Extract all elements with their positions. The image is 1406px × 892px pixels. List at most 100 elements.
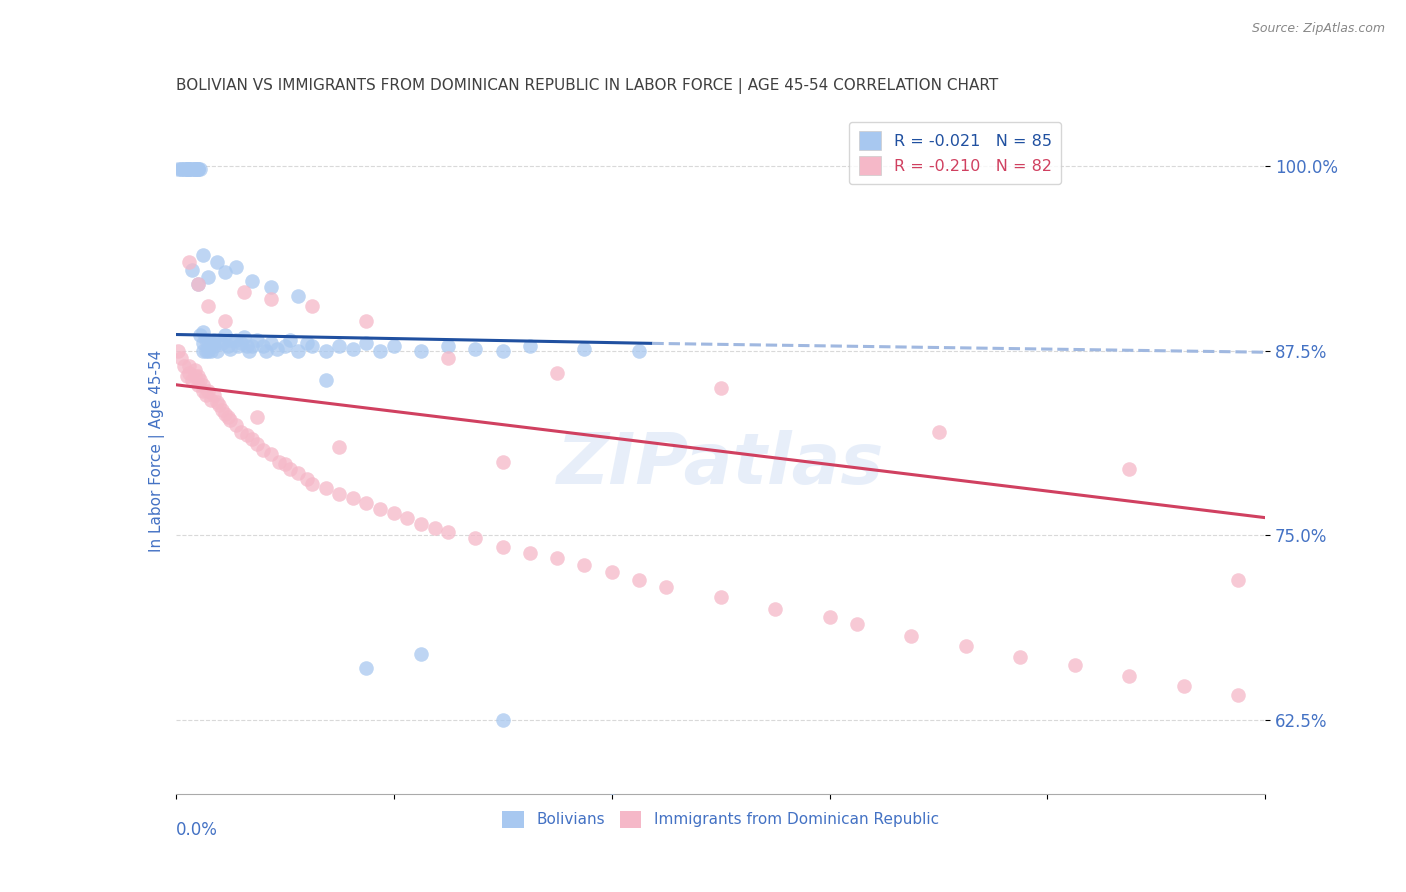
Point [464,343,486,357]
Point [409,516,432,531]
Point [176,368,198,383]
Point [176,162,198,177]
Point [287,467,309,481]
Point [225,417,247,432]
Point [238,343,260,358]
Point [396,510,419,524]
Point [184,363,207,377]
Point [274,458,297,472]
Point [600,794,623,808]
Point [368,343,391,358]
Point [955,639,977,653]
Point [492,540,515,554]
Point [186,162,209,177]
Point [240,274,263,288]
Point [219,334,242,348]
Point [437,351,460,366]
Point [232,330,254,344]
Point [423,521,446,535]
Point [231,336,253,351]
Legend: Bolivians, Immigrants from Dominican Republic: Bolivians, Immigrants from Dominican Rep… [496,805,945,834]
Point [519,546,541,560]
Point [627,343,650,358]
Point [179,162,201,177]
Point [818,609,841,624]
Point [219,413,242,427]
Point [173,162,195,177]
Point [202,334,225,348]
Point [188,327,211,342]
Text: 0.0%: 0.0% [176,822,218,839]
Point [197,269,219,284]
Point [188,373,211,387]
Point [574,343,596,357]
Point [627,573,650,587]
Point [217,410,239,425]
Point [179,359,201,373]
Point [574,558,596,572]
Point [356,496,378,510]
Point [1063,658,1085,673]
Point [219,343,242,357]
Point [546,366,568,380]
Point [1173,679,1195,693]
Point [464,532,486,546]
Point [197,334,219,348]
Point [186,277,209,292]
Point [181,162,204,177]
Point [194,343,217,358]
Point [181,262,204,277]
Point [342,343,364,357]
Point [191,325,214,339]
Point [315,481,337,495]
Point [260,336,283,351]
Point [186,277,209,292]
Point [710,381,733,395]
Point [191,377,214,392]
Point [356,661,378,675]
Point [287,289,309,303]
Point [1118,462,1140,476]
Point [342,491,364,506]
Point [710,591,733,605]
Point [1010,649,1032,664]
Point [200,343,222,358]
Point [763,602,786,616]
Point [225,334,247,348]
Point [900,629,922,643]
Point [214,265,236,279]
Point [179,162,201,177]
Point [211,402,233,417]
Text: BOLIVIAN VS IMMIGRANTS FROM DOMINICAN REPUBLIC IN LABOR FORCE | AGE 45-54 CORREL: BOLIVIAN VS IMMIGRANTS FROM DOMINICAN RE… [176,78,998,95]
Point [278,462,301,476]
Point [179,255,201,269]
Point [409,343,432,358]
Point [655,580,678,594]
Point [184,368,207,383]
Point [278,334,301,348]
Point [173,359,195,373]
Y-axis label: In Labor Force | Age 45-54: In Labor Force | Age 45-54 [149,350,165,551]
Point [170,162,193,177]
Text: Source: ZipAtlas.com: Source: ZipAtlas.com [1251,22,1385,36]
Point [191,343,214,358]
Point [228,339,250,353]
Point [235,339,257,353]
Point [186,368,209,383]
Point [274,339,297,353]
Point [186,162,209,177]
Text: ZIPatlas: ZIPatlas [557,430,884,499]
Point [845,617,868,632]
Point [382,506,405,520]
Point [266,343,288,357]
Point [170,162,193,177]
Point [225,260,247,274]
Point [184,162,207,177]
Point [301,339,323,353]
Point [197,384,219,398]
Point [356,314,378,328]
Point [246,437,269,451]
Point [173,162,195,177]
Point [437,525,460,540]
Point [546,550,568,565]
